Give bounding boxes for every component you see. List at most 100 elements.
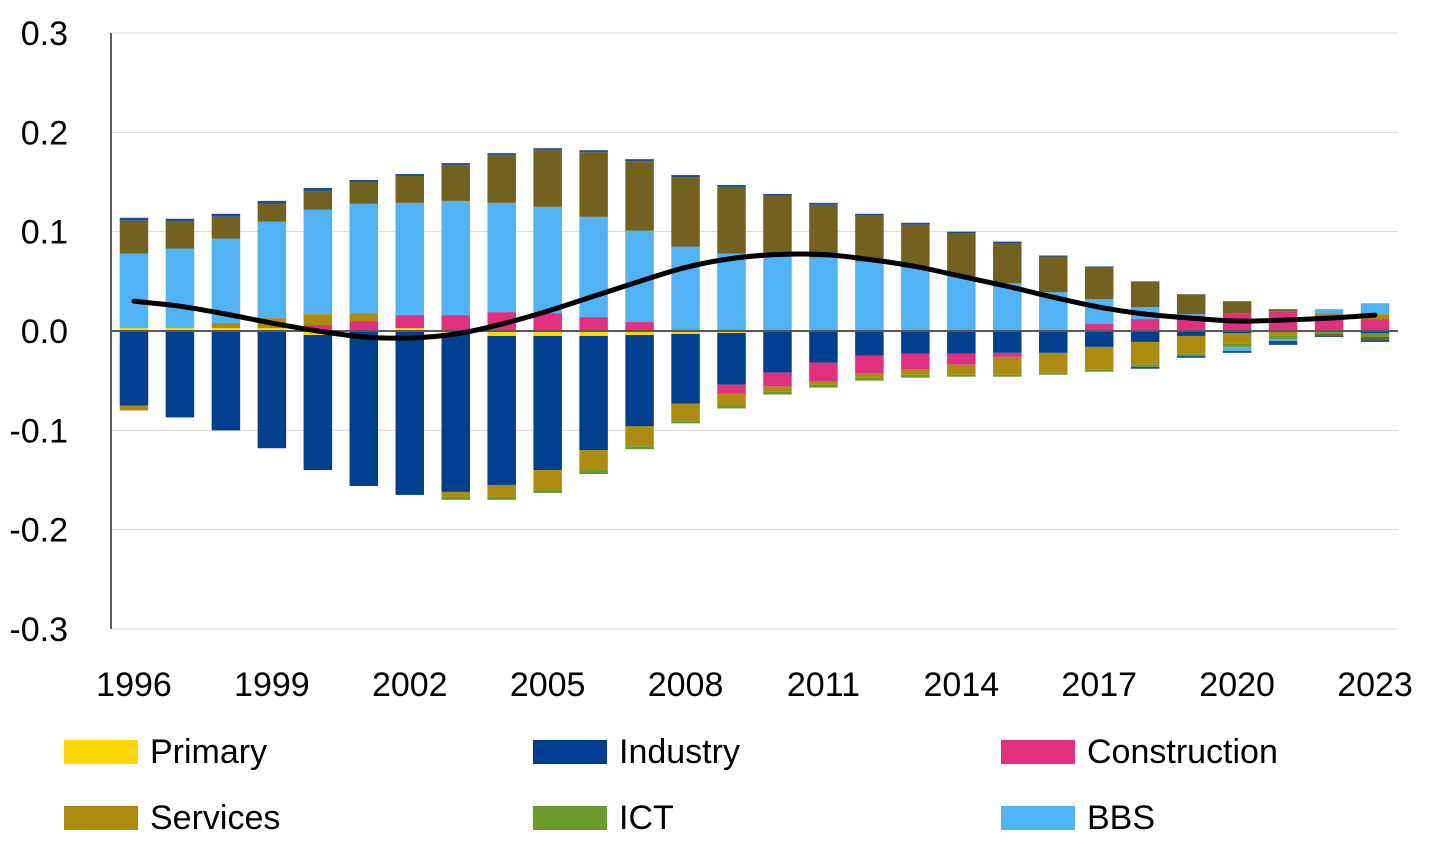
bar-segment-2004-1 [487, 335, 516, 485]
bar-segment-2005-7 [533, 148, 562, 151]
bar-segment-2003-5 [441, 200, 470, 316]
bar-segment-2020-6 [1222, 301, 1252, 314]
bar-segment-2010-1 [763, 331, 792, 373]
bar-segment-2005-5 [533, 206, 562, 314]
bar-segment-2011-4 [809, 384, 838, 388]
bar-segment-2012-5 [855, 261, 884, 331]
legend-label-ict: ICT [619, 798, 674, 837]
bar-segment-2002-7 [395, 174, 425, 177]
bar-segment-2004-7 [487, 153, 516, 156]
bar-segment-1996-5 [119, 253, 149, 329]
x-tick-label: 2014 [924, 666, 1000, 704]
bar-segment-2008-6 [671, 177, 700, 247]
bar-segment-2020-7 [1222, 350, 1252, 353]
bar-segment-1997-0 [165, 328, 195, 331]
legend-label-construction: Construction [1087, 732, 1278, 771]
bar-segment-2020-4 [1222, 343, 1252, 347]
bar-segment-2011-5 [809, 257, 838, 331]
legend-label-industry: Industry [619, 732, 740, 771]
bar-segment-2022-3 [1314, 313, 1344, 316]
bar-segment-2022-4 [1314, 331, 1344, 334]
bar-segment-2000-1 [303, 334, 333, 471]
bar-segment-2010-7 [763, 193, 792, 196]
bar-segment-2015-6 [993, 243, 1022, 284]
bar-segment-2011-7 [809, 202, 838, 205]
bar-segment-2010-3 [763, 386, 792, 392]
bar-segment-2018-3 [1130, 341, 1160, 365]
bar-segment-1996-3 [119, 405, 149, 411]
bar-segment-2014-3 [947, 364, 976, 375]
bar-segment-2021-5 [1268, 338, 1298, 341]
bar-segment-1997-7 [165, 218, 195, 222]
legend-item-bbs: BBS [1001, 796, 1155, 840]
bar-segment-2013-3 [901, 369, 930, 375]
bar-segment-2013-1 [901, 331, 930, 354]
bar-segment-2015-3 [993, 356, 1022, 375]
bar-segment-2019-4 [1176, 353, 1206, 356]
legend-item-services: Services [64, 796, 280, 840]
bar-segment-2014-4 [947, 374, 976, 377]
bar-segment-2003-4 [441, 496, 470, 500]
bar-segment-2016-7 [1039, 255, 1068, 257]
bar-segment-2015-1 [993, 331, 1022, 353]
bar-segment-2000-6 [303, 190, 333, 210]
bar-segment-2005-4 [533, 489, 562, 493]
bar-segment-2001-5 [349, 203, 379, 314]
y-tick-label: 0.2 [21, 114, 68, 152]
bar-segment-1998-5 [211, 238, 241, 324]
y-tick-label: 0.3 [21, 15, 68, 53]
bar-segment-2020-5 [1222, 346, 1252, 351]
bar-segment-2018-7 [1130, 366, 1160, 369]
bar-segment-2006-6 [579, 152, 608, 217]
bar-segment-2007-6 [625, 161, 654, 231]
bar-segment-2016-3 [1039, 352, 1068, 373]
bar-segment-2001-3 [349, 313, 379, 322]
bar-segment-2014-2 [947, 353, 976, 365]
x-tick-label: 2008 [648, 666, 724, 704]
bar-segment-2023-6 [1360, 336, 1390, 340]
bars [119, 148, 1390, 500]
bar-segment-2005-6 [533, 150, 562, 207]
bar-segment-2009-2 [717, 384, 746, 394]
bar-segment-2004-0 [487, 331, 516, 336]
x-tick-labels: 1996 1999 2002 2005 2008 2011 2014 2017 2020 2023 [96, 666, 1413, 704]
bar-segment-1997-6 [165, 221, 195, 249]
bar-segment-1999-0 [257, 328, 287, 331]
bar-segment-2011-3 [809, 381, 838, 385]
bar-segment-2004-3 [487, 484, 516, 497]
stacked-bar-chart: 0.3 0.2 0.1 0.0 -0.1 -0.2 -0.3 1996 1999 2002 200… [9, 15, 1413, 704]
bar-segment-2001-7 [349, 180, 379, 182]
y-tick-label: 0.1 [21, 214, 68, 252]
bar-segment-2003-2 [441, 315, 470, 331]
bar-segment-2013-7 [901, 222, 930, 225]
bar-segment-2009-4 [717, 405, 746, 409]
bar-segment-2003-6 [441, 165, 470, 201]
bar-segment-2022-7 [1314, 335, 1344, 337]
bar-segment-2019-1 [1176, 331, 1206, 336]
bar-segment-2009-6 [717, 186, 746, 254]
x-tick-label: 2017 [1061, 666, 1137, 704]
bar-segment-2003-7 [441, 163, 470, 166]
bar-segment-2001-6 [349, 182, 379, 204]
bar-segment-1997-5 [165, 248, 195, 329]
bar-segment-2019-5 [1176, 314, 1206, 317]
bar-segment-1997-1 [165, 331, 195, 418]
legend-swatch-industry [533, 740, 607, 764]
bar-segment-2017-7 [1084, 266, 1114, 268]
bar-segment-2001-1 [349, 331, 379, 486]
bar-segment-2015-4 [993, 374, 1022, 377]
bar-segment-2021-7 [1268, 340, 1298, 345]
bar-segment-2018-6 [1130, 281, 1160, 308]
bar-segment-2008-5 [671, 246, 700, 331]
y-tick-label: 0.0 [21, 313, 68, 351]
bar-segment-2014-7 [947, 231, 976, 234]
bar-segment-2012-2 [855, 355, 884, 374]
x-tick-label: 1996 [96, 666, 172, 704]
bar-segment-2022-5 [1314, 309, 1344, 314]
bar-segment-2005-3 [533, 470, 562, 490]
legend-swatch-bbs [1001, 806, 1075, 830]
bar-segment-2016-6 [1039, 256, 1068, 293]
bar-segment-2002-0 [395, 328, 425, 331]
bar-segment-2017-6 [1084, 267, 1114, 300]
bar-segment-2009-3 [717, 393, 746, 406]
